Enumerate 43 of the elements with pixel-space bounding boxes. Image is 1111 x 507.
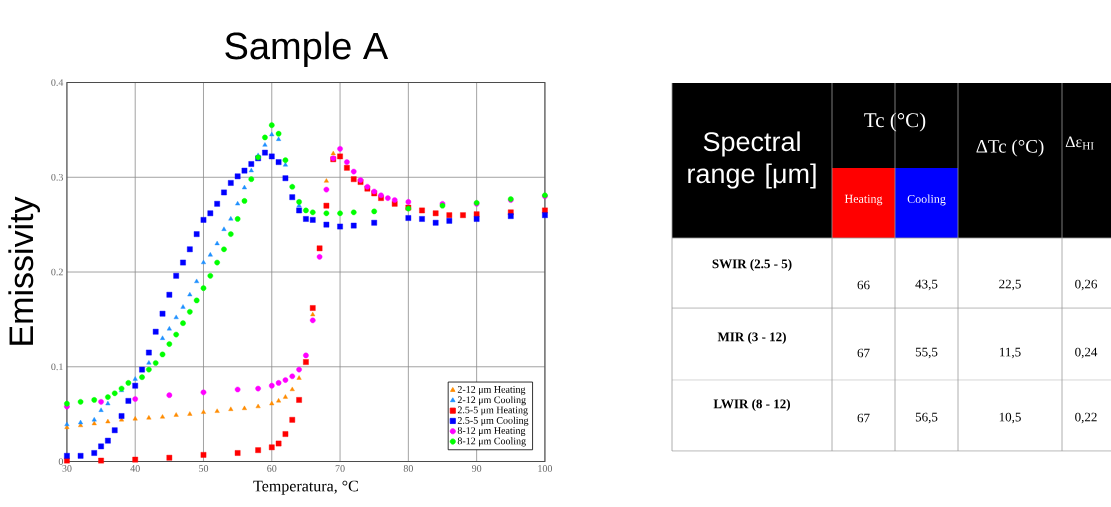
y-axis-title: Emissivity <box>8 196 41 345</box>
text: 67 <box>857 413 870 423</box>
legend-label: 2.5-5 μm Heating <box>457 406 528 416</box>
x-tick-label: 40 <box>130 465 140 472</box>
text: Spectral range [μm] <box>688 131 816 189</box>
text: Δε$_{HI}$ <box>1065 136 1094 150</box>
x-tick-label: 30 <box>62 465 72 472</box>
x-tick-label: 80 <box>403 465 413 472</box>
chart-title: Sample A <box>225 31 389 67</box>
x-tick-label: 50 <box>199 465 209 472</box>
legend-label: 2-12 μm Cooling <box>457 396 526 406</box>
text: Tc (°C) <box>864 112 926 132</box>
x-tick-label: 100 <box>538 465 553 472</box>
text: 66 <box>857 280 870 290</box>
text: 67 <box>857 348 870 358</box>
text: 0,22 <box>1075 412 1097 424</box>
legend-label: 8-12 μm Cooling <box>457 437 526 447</box>
text: 55,5 <box>915 347 938 359</box>
x-axis-title: Temperatura, °C <box>253 480 358 495</box>
text: 56,5 <box>915 412 938 424</box>
text: LWIR (8 - 12) <box>713 399 791 411</box>
legend-label: 8-12 μm Heating <box>457 427 526 436</box>
legend-label: 2-12 μm Heating <box>457 386 526 395</box>
text: 43,5 <box>915 279 938 291</box>
text: Heating <box>844 194 883 206</box>
text: SWIR (2.5 - 5) <box>712 259 792 271</box>
y-tick-label: 0 <box>58 458 64 465</box>
y-tick-label: 0.4 <box>51 79 64 86</box>
text: 0,24 <box>1075 347 1098 359</box>
y-tick-label: 0.2 <box>51 268 63 276</box>
text: Cooling <box>907 194 946 206</box>
text: 10,5 <box>999 412 1021 424</box>
y-tick-label: 0.3 <box>51 173 63 181</box>
text: ΔTc (°C) <box>976 139 1044 157</box>
x-tick-label: 70 <box>335 465 345 472</box>
text: 0,26 <box>1075 279 1097 291</box>
text: 11,5 <box>1000 347 1021 359</box>
x-tick-label: 60 <box>267 465 277 472</box>
legend-label: 2.5-5 μm Cooling <box>457 416 529 426</box>
x-tick-label: 90 <box>471 465 482 472</box>
y-tick-label: 0.1 <box>51 363 63 371</box>
text: 22,5 <box>999 279 1021 291</box>
text: MIR (3 - 12) <box>717 332 786 344</box>
